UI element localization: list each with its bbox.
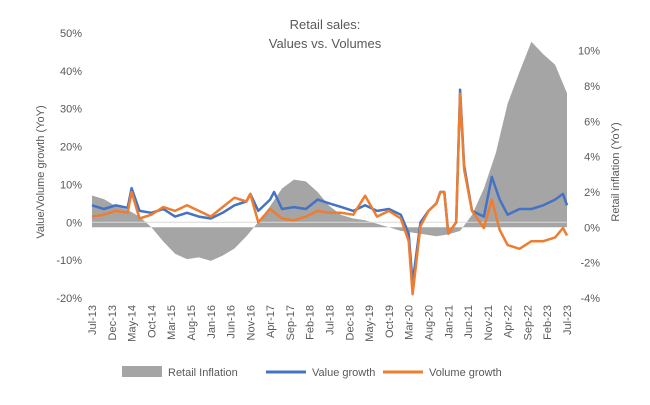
x-tick-label: Dec-18 xyxy=(344,305,356,340)
chart-subtitle: Values vs. Volumes xyxy=(269,36,382,51)
volume-growth-line xyxy=(91,92,569,296)
x-tick-label: Apr-22 xyxy=(503,305,515,338)
right-tick-label: 10% xyxy=(578,46,600,58)
x-tick-label: Jun-16 xyxy=(226,305,238,339)
x-axis-ticks: Jul-13 Dec-13 May-14 Oct-14 Mar-15 Aug-15 Jan-… xyxy=(87,305,574,342)
x-tick-label: Jul-23 xyxy=(562,305,574,335)
left-tick-label: -20% xyxy=(56,293,82,305)
left-tick-label: 30% xyxy=(60,104,82,116)
x-tick-label: Aug-20 xyxy=(424,305,436,340)
retail-inflation-area xyxy=(92,41,567,261)
x-tick-label: Apr-17 xyxy=(265,305,277,338)
right-axis-title: Retail inflation (YoY) xyxy=(610,122,622,221)
x-tick-label: May-19 xyxy=(364,305,376,342)
x-tick-label: Oct-19 xyxy=(384,305,396,338)
x-tick-label: Dec-13 xyxy=(107,305,119,340)
x-tick-label: Jul-13 xyxy=(87,305,99,335)
left-tick-label: -10% xyxy=(56,255,82,267)
right-axis-ticks: -4% -2% 0% 2% 4% 6% 8% 10% xyxy=(578,46,600,305)
legend-swatch-area xyxy=(122,366,162,377)
right-tick-label: 2% xyxy=(584,187,600,199)
x-tick-label: Feb-18 xyxy=(305,305,317,340)
legend-label: Value growth xyxy=(312,367,375,379)
area-layer xyxy=(92,41,567,261)
left-tick-label: 0% xyxy=(66,217,82,229)
x-tick-label: Jun-21 xyxy=(463,305,475,339)
left-tick-label: 20% xyxy=(60,142,82,154)
x-tick-label: Mar-15 xyxy=(166,305,178,340)
legend-label: Volume growth xyxy=(429,367,502,379)
x-tick-label: Sep-17 xyxy=(285,305,297,340)
x-tick-label: Nov-21 xyxy=(483,305,495,340)
line-layer xyxy=(91,88,569,296)
x-tick-label: Aug-15 xyxy=(186,305,198,340)
x-tick-label: Jul-18 xyxy=(325,305,337,335)
x-tick-label: Jan-21 xyxy=(443,305,455,339)
left-tick-label: 40% xyxy=(60,66,82,78)
left-axis-title: Value/Volume growth (YoY) xyxy=(35,105,47,238)
right-tick-label: -2% xyxy=(580,258,600,270)
right-tick-label: -4% xyxy=(580,293,600,305)
x-tick-label: Jan-16 xyxy=(206,305,218,339)
x-tick-label: May-14 xyxy=(127,305,139,342)
x-tick-label: Sep-22 xyxy=(522,305,534,340)
right-tick-label: 8% xyxy=(584,81,600,93)
left-tick-label: 50% xyxy=(60,28,82,40)
right-tick-label: 4% xyxy=(584,152,600,164)
x-tick-label: Feb-23 xyxy=(542,305,554,340)
x-tick-label: Nov-16 xyxy=(245,305,257,340)
value-growth-line xyxy=(91,88,569,285)
legend-label: Retail Inflation xyxy=(168,367,238,379)
x-tick-label: Mar-20 xyxy=(404,305,416,340)
right-tick-label: 6% xyxy=(584,116,600,128)
chart-title: Retail sales: xyxy=(290,17,361,32)
left-axis-ticks: -20% -10% 0% 10% 20% 30% 40% 50% xyxy=(56,28,82,305)
left-tick-label: 10% xyxy=(60,179,82,191)
right-tick-label: 0% xyxy=(584,222,600,234)
x-tick-label: Oct-14 xyxy=(146,305,158,338)
legend: Retail Inflation Value growth Volume growt… xyxy=(122,366,502,379)
